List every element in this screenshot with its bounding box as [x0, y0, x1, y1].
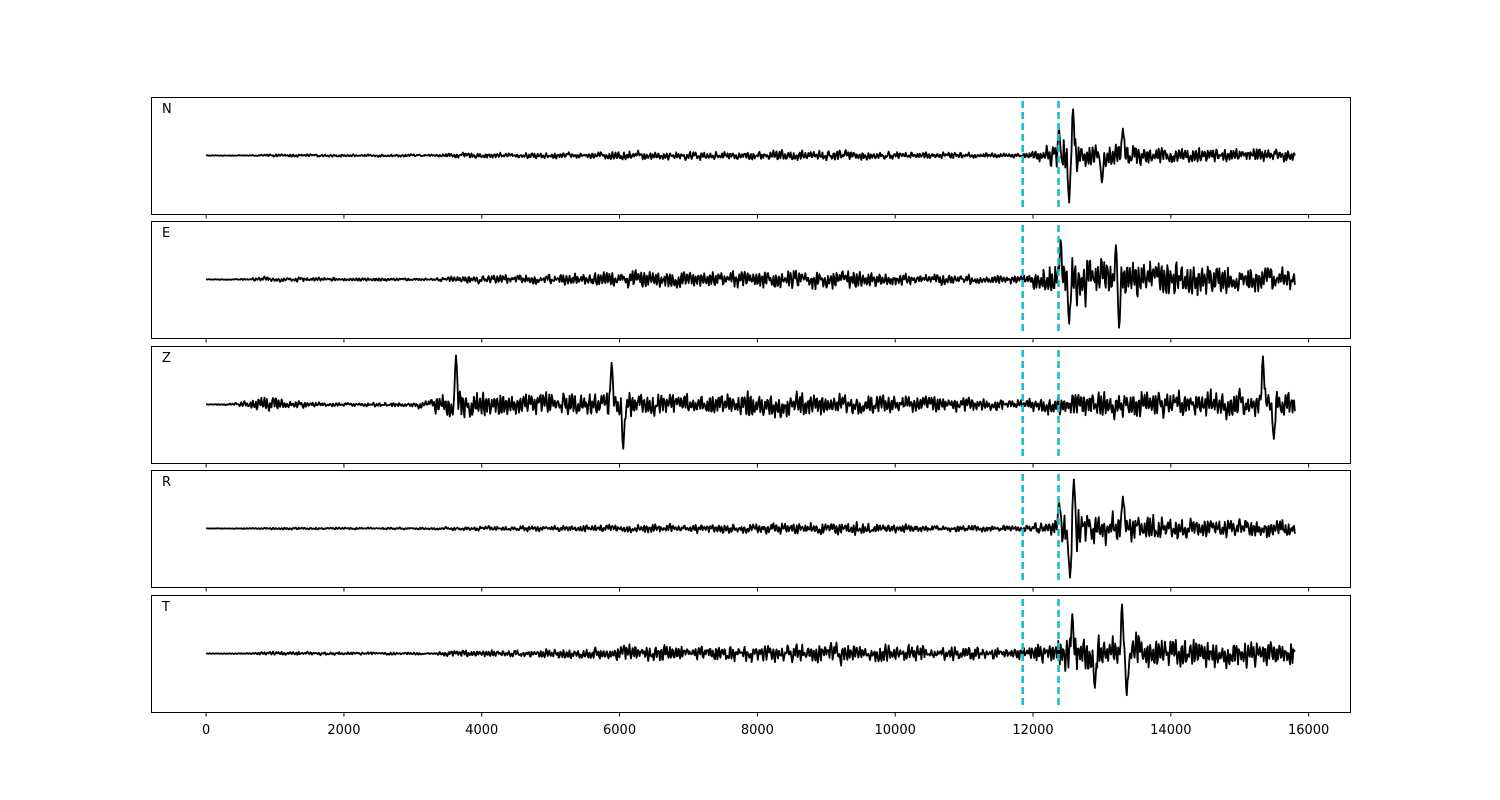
x-tick-label: 12000	[1012, 723, 1053, 738]
x-tick-label: 10000	[875, 723, 916, 738]
trace-r	[206, 478, 1296, 579]
x-tick-label: 4000	[465, 723, 498, 738]
trace-z	[205, 354, 1296, 450]
panel-z: Z	[151, 346, 1351, 468]
panel-label: T	[161, 600, 170, 615]
panel-t: T	[151, 595, 1351, 717]
x-tick-label: 0	[202, 723, 210, 738]
x-axis: 0 2000 4000 6000 8000 10000 12000 14000 16000	[202, 723, 1329, 738]
panel-label: R	[162, 475, 171, 490]
x-tick-label: 2000	[327, 723, 360, 738]
x-tick-label: 14000	[1150, 723, 1191, 738]
x-tick-label: 6000	[603, 723, 636, 738]
trace-e	[206, 239, 1296, 329]
panel-label: Z	[162, 351, 171, 366]
panels-group: N E Z R T	[151, 97, 1351, 717]
panel-n: N	[151, 97, 1351, 219]
trace-t	[206, 603, 1296, 697]
panel-r: R	[151, 470, 1351, 592]
x-tick-label: 16000	[1288, 723, 1329, 738]
trace-n	[205, 108, 1296, 204]
panel-label: N	[162, 102, 172, 117]
panel-e: E	[151, 221, 1351, 343]
panel-label: E	[162, 226, 170, 241]
x-tick-label: 8000	[741, 723, 774, 738]
